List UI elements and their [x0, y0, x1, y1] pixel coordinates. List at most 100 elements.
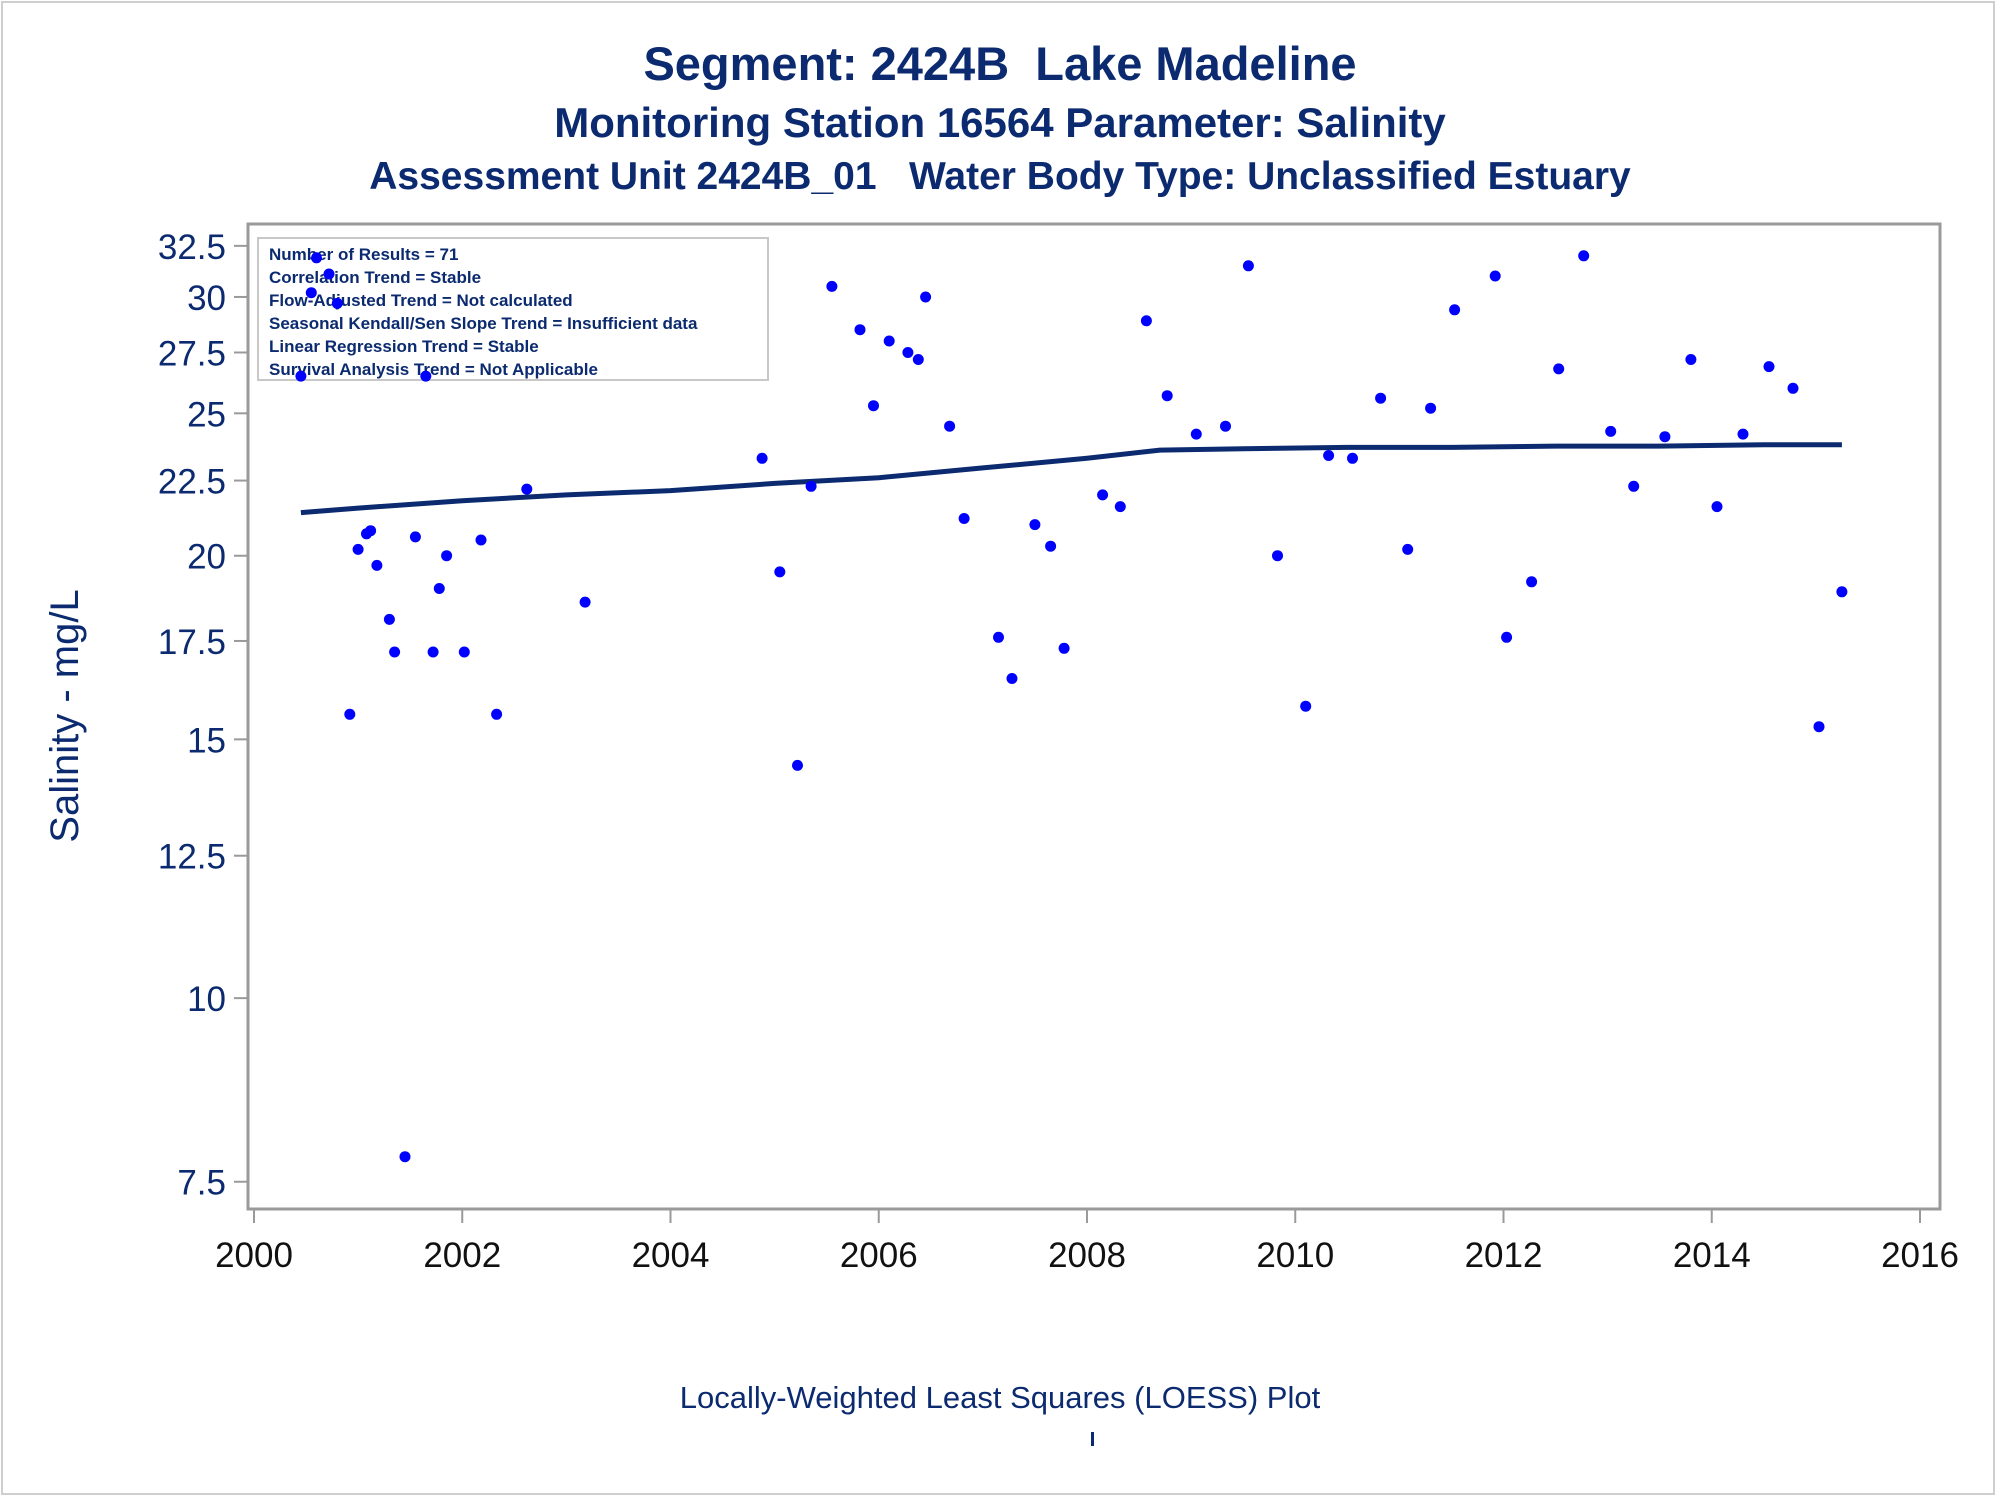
data-point	[295, 370, 307, 382]
data-point	[389, 646, 401, 658]
data-point	[1425, 402, 1437, 414]
x-tick-label: 2014	[1673, 1236, 1751, 1275]
y-tick-label: 17.5	[158, 623, 226, 662]
y-tick-label: 27.5	[158, 334, 226, 373]
data-point	[1449, 304, 1461, 316]
data-point	[1347, 452, 1358, 464]
x-tick-label: 2010	[1256, 1236, 1334, 1275]
data-point	[1813, 721, 1825, 733]
y-tick-label: 32.5	[158, 228, 226, 267]
stats-legend-box: Number of Results = 71 Correlation Trend …	[257, 237, 769, 381]
data-point	[1836, 586, 1848, 598]
data-point	[323, 268, 335, 280]
x-tick-label: 2004	[632, 1236, 710, 1275]
data-point	[902, 347, 914, 358]
data-point	[365, 525, 377, 537]
data-point	[409, 531, 421, 543]
y-tick-label: 7.5	[177, 1164, 226, 1203]
data-point	[1323, 450, 1335, 461]
y-tick-label: 30	[187, 279, 226, 318]
data-point	[944, 420, 956, 432]
legend-line: Number of Results = 71	[269, 245, 458, 264]
data-point	[1140, 315, 1152, 327]
data-point	[1300, 700, 1312, 712]
legend-frame	[257, 237, 769, 381]
data-point	[805, 480, 817, 492]
data-point	[1190, 428, 1202, 440]
loess-line-group	[300, 442, 1842, 516]
data-point	[920, 291, 932, 303]
data-point	[521, 483, 533, 495]
data-point	[331, 297, 343, 309]
data-point	[1501, 631, 1513, 643]
data-point	[1114, 501, 1126, 513]
footnote-mark	[1091, 1432, 1094, 1446]
data-point	[1659, 431, 1671, 443]
x-tick-label: 2002	[423, 1236, 501, 1275]
y-tick-label: 25	[187, 395, 226, 434]
data-point	[912, 354, 924, 365]
legend-line: Survival Analysis Trend = Not Applicable	[269, 360, 598, 379]
data-point	[1628, 480, 1640, 492]
data-point	[491, 708, 503, 720]
data-point	[441, 550, 453, 562]
data-point	[993, 631, 1004, 643]
data-point	[1097, 489, 1109, 501]
x-tick-label: 2008	[1048, 1236, 1126, 1275]
legend-line: Linear Regression Trend = Stable	[269, 337, 539, 356]
data-point	[1006, 673, 1018, 684]
data-point	[1553, 363, 1565, 375]
data-point	[420, 370, 432, 382]
data-point	[433, 583, 445, 594]
data-point	[1526, 576, 1538, 588]
y-tick-label: 12.5	[158, 838, 226, 877]
data-point	[854, 324, 866, 336]
y-axis-label: Salinity - mg/L	[43, 589, 87, 842]
plot-area-frame	[246, 222, 1942, 1211]
data-point	[1489, 270, 1501, 282]
data-point	[458, 646, 470, 658]
data-point	[1375, 392, 1387, 404]
chart-title: Segment: 2424B Lake Madeline	[643, 37, 1357, 90]
data-point	[427, 646, 439, 658]
legend-line: Correlation Trend = Stable	[269, 268, 481, 287]
data-point	[383, 613, 395, 625]
data-point	[1242, 260, 1254, 272]
x-tick-label: 2000	[215, 1236, 293, 1275]
data-point	[774, 566, 786, 578]
y-tick-label: 20	[187, 538, 226, 577]
data-point	[1220, 420, 1231, 432]
data-point	[475, 534, 487, 546]
data-point	[1058, 642, 1070, 654]
data-point	[1029, 519, 1041, 531]
loess-trend-line	[300, 442, 1842, 516]
data-point	[311, 252, 322, 264]
y-tick-label: 22.5	[158, 463, 226, 502]
data-point	[868, 400, 879, 412]
data-point	[1787, 382, 1799, 394]
data-point	[1763, 361, 1775, 373]
plot-footnote: Locally-Weighted Least Squares (LOESS) P…	[679, 1380, 1321, 1415]
data-point	[1605, 425, 1617, 437]
x-tick-label: 2016	[1881, 1236, 1959, 1275]
data-point	[399, 1151, 411, 1163]
chart-subtitle-2: Assessment Unit 2424B_01 Water Body Type…	[369, 155, 1631, 198]
y-tick-label: 15	[187, 721, 226, 760]
data-point	[1685, 354, 1697, 365]
data-point	[1711, 501, 1723, 513]
data-point	[958, 513, 970, 524]
x-tick-label: 2006	[840, 1236, 918, 1275]
data-point	[1045, 540, 1057, 552]
data-point	[756, 452, 768, 464]
chart-subtitle: Monitoring Station 16564 Parameter: Sali…	[554, 99, 1446, 146]
data-point	[826, 280, 838, 292]
data-point	[579, 596, 591, 608]
data-point	[1402, 543, 1414, 555]
legend-line: Flow-Adjusted Trend = Not calculated	[269, 291, 573, 310]
data-point	[305, 287, 317, 299]
data-point	[371, 559, 383, 571]
data-point	[352, 543, 364, 555]
y-tick-label: 10	[187, 980, 226, 1019]
data-points	[295, 250, 1848, 1163]
